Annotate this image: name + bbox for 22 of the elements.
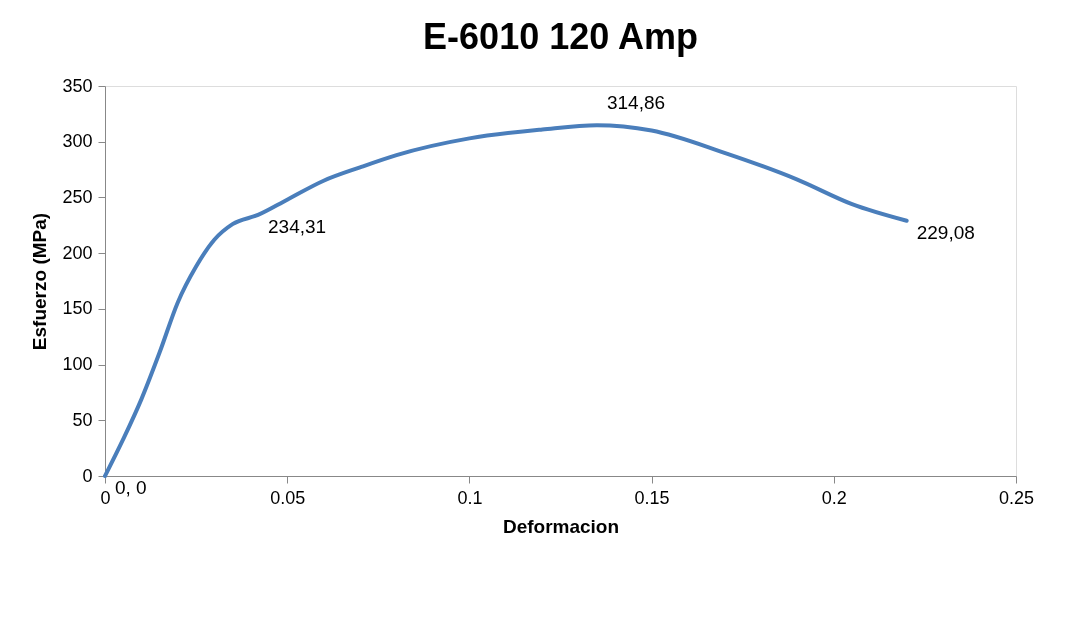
y-tick-label: 250: [62, 186, 93, 207]
y-tick-label: 150: [62, 298, 93, 319]
x-tick-label: 0.25: [998, 487, 1035, 508]
x-tick-label: 0.05: [270, 487, 306, 508]
x-axis-title: Deformacion: [502, 515, 620, 537]
data-label: 234,31: [268, 215, 327, 237]
y-axis-title: Esfuerzo (MPa): [29, 212, 51, 351]
data-label: 229,08: [916, 221, 975, 243]
chart-title: E-6010 120 Amp: [423, 16, 698, 57]
line-series: [103, 123, 909, 478]
y-tick-label: 0: [82, 465, 93, 486]
x-tick-label: 0.1: [457, 487, 483, 508]
y-tick-label: 200: [62, 242, 93, 263]
x-tick-label: 0: [100, 487, 111, 508]
y-tick-label: 300: [62, 131, 93, 152]
x-tick-label: 0.15: [634, 487, 670, 508]
x-tick-label: 0.2: [821, 487, 847, 508]
y-tick-label: 350: [62, 75, 93, 96]
y-tick-label: 100: [62, 354, 93, 375]
data-label: 0, 0: [115, 477, 147, 498]
data-label: 314,86: [606, 92, 666, 114]
y-tick-label: 50: [72, 409, 93, 430]
